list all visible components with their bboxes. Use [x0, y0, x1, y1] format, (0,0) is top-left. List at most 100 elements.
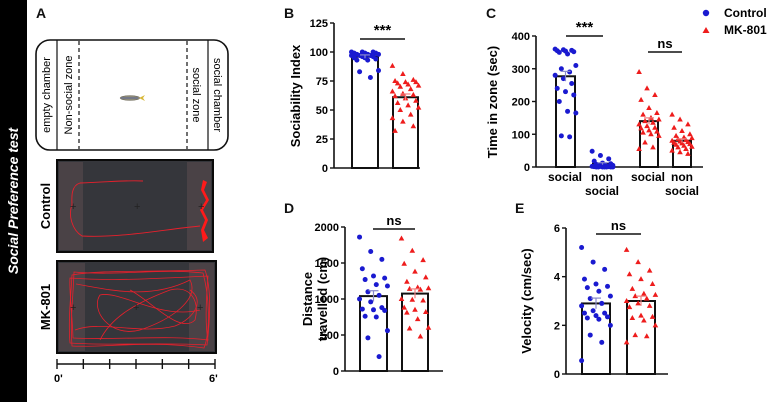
- data-point: [414, 316, 421, 322]
- data-point: [415, 104, 422, 110]
- data-point: [371, 307, 376, 313]
- data-point: [629, 315, 636, 321]
- data-point: [632, 332, 639, 338]
- data-point: [643, 333, 650, 339]
- data-point: [685, 150, 691, 156]
- data-point: [425, 324, 432, 330]
- data-point: [407, 86, 414, 92]
- data-point: [565, 51, 571, 57]
- zone-label-non-social: Non-social zone: [63, 56, 75, 135]
- data-point: [389, 88, 396, 94]
- data-point: [589, 148, 595, 154]
- data-point: [652, 322, 659, 328]
- data-point: [567, 69, 573, 75]
- data-point: [392, 127, 398, 133]
- arena-marker: +: [133, 302, 139, 314]
- y-tick-label: 2000: [315, 222, 339, 234]
- significance-label: ***: [576, 19, 594, 36]
- data-point: [417, 333, 424, 339]
- x-tick-label: social: [585, 184, 619, 198]
- x-tick-label: social: [665, 184, 699, 198]
- arena-marker: +: [134, 201, 140, 213]
- data-point: [599, 300, 605, 306]
- data-point: [602, 266, 608, 272]
- chart-e: 0 2 4 6 Velocity (cm/sec) ns: [519, 218, 668, 381]
- data-point: [357, 296, 363, 302]
- data-point: [650, 119, 656, 125]
- data-point: [584, 285, 590, 291]
- significance-label: ***: [374, 22, 392, 39]
- data-point: [552, 72, 558, 78]
- data-point: [579, 244, 585, 250]
- y-tick-label: 6: [554, 223, 560, 235]
- y-tick-label: 100: [512, 129, 530, 141]
- y-tick-label: 0: [333, 366, 339, 378]
- data-point: [401, 260, 407, 266]
- x-tick-label: social: [631, 170, 665, 184]
- data-point: [410, 91, 417, 97]
- data-point: [410, 76, 417, 82]
- chart-d: 0 500 1000 1500 2000 Distance travelled (cm) ns: [300, 213, 443, 378]
- data-point: [654, 128, 660, 134]
- data-point: [604, 164, 610, 170]
- y-tick-label: 300: [512, 64, 530, 76]
- zebrafish-icon: [119, 95, 145, 101]
- data-point: [398, 296, 405, 301]
- data-point: [376, 354, 382, 360]
- data-point: [412, 268, 418, 274]
- data-point: [679, 127, 685, 133]
- data-point: [590, 308, 596, 314]
- y-axis-label: Velocity (cm/sec): [519, 248, 534, 354]
- data-point: [376, 292, 382, 298]
- significance-label: ns: [611, 218, 626, 233]
- data-point: [677, 149, 683, 155]
- data-point: [394, 80, 401, 86]
- data-point: [689, 143, 695, 149]
- data-point: [362, 277, 368, 283]
- data-point: [596, 288, 602, 294]
- time-scale: 0' 6': [54, 359, 218, 385]
- x-tick-label: social: [548, 170, 582, 184]
- data-point: [597, 153, 603, 159]
- data-point: [571, 49, 577, 55]
- y-tick-label: 25: [316, 134, 328, 146]
- data-point: [648, 131, 654, 137]
- significance-label: ns: [386, 213, 401, 228]
- data-point: [420, 257, 426, 263]
- data-point: [654, 109, 660, 115]
- data-point: [384, 328, 390, 334]
- data-point: [606, 156, 612, 162]
- y-tick-label: 2: [554, 320, 560, 332]
- data-point: [636, 145, 642, 151]
- data-point: [394, 100, 401, 106]
- y-axis-label: Distance: [300, 272, 315, 326]
- data-point: [354, 57, 360, 63]
- data-point: [405, 102, 411, 108]
- mk801-track: [68, 269, 211, 349]
- data-point: [362, 313, 368, 319]
- data-point: [593, 281, 599, 287]
- data-point: [638, 96, 644, 102]
- legend: Control MK-801: [702, 6, 767, 37]
- data-point: [673, 132, 679, 138]
- data-point: [656, 132, 662, 138]
- data-point: [649, 280, 656, 286]
- data-point: [365, 57, 371, 63]
- control-track-cluster: [200, 180, 209, 242]
- y-tick-label: 4: [554, 272, 561, 284]
- data-point: [407, 111, 414, 117]
- data-point: [400, 118, 406, 124]
- data-point: [373, 314, 379, 320]
- data-point: [400, 71, 406, 77]
- arena-label-mk801: MK-801: [38, 284, 53, 330]
- chart-b: 0 25 50 75 100 125 Sociability Index ***: [288, 18, 422, 175]
- data-point: [646, 267, 653, 273]
- panel-letter-b: B: [284, 5, 295, 21]
- zone-label-social-zone: social zone: [190, 67, 202, 122]
- data-point: [384, 283, 390, 289]
- data-point: [569, 80, 575, 86]
- data-point: [669, 111, 675, 117]
- data-point: [412, 306, 418, 312]
- data-point: [359, 266, 365, 272]
